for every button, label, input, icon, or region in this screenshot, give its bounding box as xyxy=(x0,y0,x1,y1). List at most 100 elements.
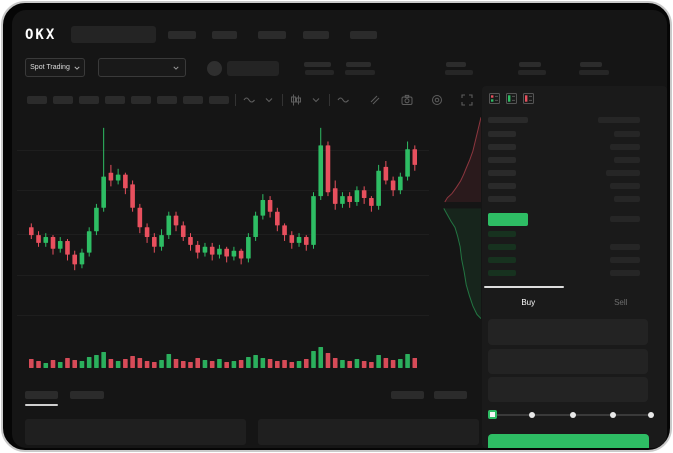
price-column-header-skeleton xyxy=(488,117,528,123)
timeframe-button[interactable] xyxy=(131,96,151,104)
slider-step-100[interactable] xyxy=(648,412,654,418)
ask-price-skeleton[interactable] xyxy=(488,144,516,150)
timeframe-button[interactable] xyxy=(105,96,125,104)
gridline xyxy=(17,275,429,276)
bottom-action-skeleton[interactable] xyxy=(434,391,467,399)
timeframe-button[interactable] xyxy=(27,96,47,104)
orderbook-scrollbar[interactable] xyxy=(484,286,564,288)
bid-amount-skeleton[interactable] xyxy=(610,270,640,276)
ask-amount-skeleton[interactable] xyxy=(606,170,640,176)
bid-price-skeleton[interactable] xyxy=(488,270,516,276)
nav-item-skeleton[interactable] xyxy=(303,31,329,39)
timeframe-button[interactable] xyxy=(53,96,73,104)
ask-price-skeleton[interactable] xyxy=(488,196,516,202)
indicator-wave-icon[interactable] xyxy=(336,93,350,107)
open-orders-table-skeleton xyxy=(25,419,246,445)
last-amount-skeleton xyxy=(610,216,640,222)
order-history-table-skeleton xyxy=(258,419,479,445)
trade-tabs: Buy Sell xyxy=(482,289,667,315)
gridline xyxy=(17,190,429,191)
chevron-down-icon xyxy=(173,66,179,70)
amount-input-skeleton[interactable] xyxy=(488,349,648,374)
ask-price-skeleton[interactable] xyxy=(488,157,516,163)
book-bids-icon[interactable] xyxy=(506,93,517,104)
change-24h-skeleton xyxy=(346,62,371,67)
camera-icon[interactable] xyxy=(400,93,414,107)
chevron-down-icon xyxy=(74,66,80,70)
amount-column-header-skeleton xyxy=(598,117,640,123)
timeframe-button[interactable] xyxy=(183,96,203,104)
volume-24h-sub-skeleton xyxy=(579,70,609,75)
nav-item-skeleton[interactable] xyxy=(212,31,237,39)
slider-step-50[interactable] xyxy=(570,412,576,418)
bottom-tab-skeleton[interactable] xyxy=(70,391,104,399)
low-24h-sub-skeleton xyxy=(518,70,546,75)
price-input-skeleton[interactable] xyxy=(488,319,648,345)
ask-amount-skeleton[interactable] xyxy=(610,144,640,150)
buy-tab-label: Buy xyxy=(521,297,536,307)
bid-amount-skeleton[interactable] xyxy=(610,244,640,250)
ask-amount-skeleton[interactable] xyxy=(610,183,640,189)
nav-item-skeleton[interactable] xyxy=(350,31,377,39)
slider-step-75[interactable] xyxy=(610,412,616,418)
depth-chart[interactable] xyxy=(430,113,481,325)
fullscreen-icon[interactable] xyxy=(460,93,474,107)
book-asks-icon[interactable] xyxy=(523,93,534,104)
toolbar-divider xyxy=(329,94,330,106)
tab-sell[interactable]: Sell xyxy=(575,289,668,315)
timeframe-button[interactable] xyxy=(209,96,229,104)
bid-price-skeleton[interactable] xyxy=(488,257,516,263)
pair-selector[interactable] xyxy=(98,58,186,77)
chart-toolbar xyxy=(27,93,474,107)
orderbook-view-modes xyxy=(489,93,534,104)
book-combined-icon[interactable] xyxy=(489,93,500,104)
candlestick-chart[interactable] xyxy=(17,114,417,326)
active-tab-underline xyxy=(25,404,58,406)
toolbar-divider xyxy=(235,94,236,106)
gridline xyxy=(17,315,429,316)
last-price-skeleton xyxy=(304,62,331,67)
ask-price-skeleton[interactable] xyxy=(488,183,516,189)
timeframe-button[interactable] xyxy=(79,96,99,104)
bottom-action-skeleton[interactable] xyxy=(391,391,424,399)
ask-amount-skeleton[interactable] xyxy=(614,131,640,137)
last-price-sub-skeleton xyxy=(305,70,334,75)
ask-amount-skeleton[interactable] xyxy=(614,196,640,202)
line-type-icon[interactable] xyxy=(242,93,256,107)
change-24h-sub-skeleton xyxy=(345,70,375,75)
slider-step-25[interactable] xyxy=(529,412,535,418)
sell-tab-label: Sell xyxy=(614,297,628,307)
bid-price-skeleton[interactable] xyxy=(488,244,516,250)
okx-logo[interactable]: OKX xyxy=(25,27,57,43)
draw-lines-icon[interactable] xyxy=(368,93,382,107)
market-type-label: Spot Trading xyxy=(30,64,70,71)
nav-item-skeleton[interactable] xyxy=(258,31,286,39)
search-input[interactable] xyxy=(71,26,156,43)
last-price-highlight[interactable] xyxy=(488,213,528,226)
bid-amount-skeleton[interactable] xyxy=(610,257,640,263)
market-type-selector[interactable]: Spot Trading xyxy=(25,58,85,77)
volume-24h-skeleton xyxy=(580,62,602,67)
chevron-down-icon[interactable] xyxy=(309,93,323,107)
settings-circle-icon[interactable] xyxy=(430,93,444,107)
timeframe-button[interactable] xyxy=(157,96,177,104)
volume-chart[interactable] xyxy=(17,344,417,368)
candle-type-icon[interactable] xyxy=(289,93,303,107)
bid-price-skeleton[interactable] xyxy=(488,231,516,237)
bottom-tab-active-skeleton[interactable] xyxy=(25,391,58,399)
buy-submit-button[interactable] xyxy=(488,434,649,448)
tab-buy[interactable]: Buy xyxy=(482,289,575,315)
chevron-down-icon[interactable] xyxy=(262,93,276,107)
slider-handle[interactable] xyxy=(488,410,497,419)
ask-price-skeleton[interactable] xyxy=(488,170,516,176)
gridline xyxy=(17,234,429,235)
ask-price-skeleton[interactable] xyxy=(488,131,516,137)
nav-item-skeleton[interactable] xyxy=(168,31,196,39)
total-input-skeleton[interactable] xyxy=(488,377,648,402)
coin-avatar[interactable] xyxy=(207,61,222,76)
high-24h-sub-skeleton xyxy=(445,70,473,75)
ask-amount-skeleton[interactable] xyxy=(614,157,640,163)
pair-name-skeleton xyxy=(227,61,279,76)
app-window: OKX Spot Trading xyxy=(12,10,667,448)
